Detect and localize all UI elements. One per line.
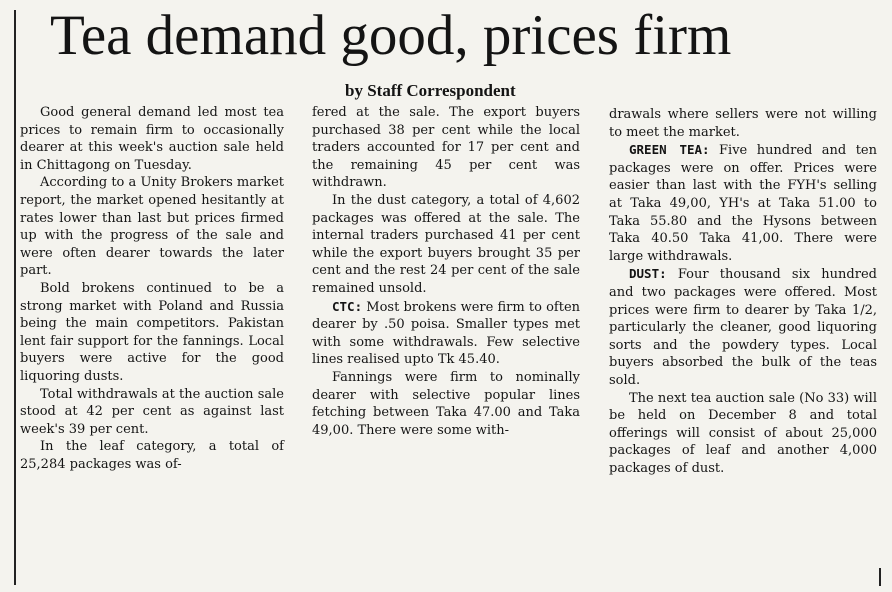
section-keyword-dust: DUST: — [629, 266, 667, 282]
right-edge-mark — [879, 568, 881, 586]
paragraph: According to a Unity Brokers market repo… — [20, 175, 284, 279]
paragraph: Good general demand led most tea prices … — [20, 105, 284, 173]
paragraph: Fannings were firm to nominally dearer w… — [312, 369, 580, 438]
paragraph: Bold brokens continued to be a strong ma… — [20, 280, 284, 384]
paragraph-text: Five hundred and ten packages were on of… — [609, 143, 877, 264]
section-keyword-green-tea: GREEN TEA: — [629, 142, 710, 158]
paragraph-dust: DUST: Four thousand six hundred and two … — [609, 265, 877, 389]
paragraph: In the dust category, a total of 4,602 p… — [312, 192, 580, 296]
headline: Tea demand good, prices firm — [50, 4, 732, 67]
paragraph-text: Most brokens were firm to often dearer b… — [312, 299, 581, 368]
section-keyword-ctc: CTC: — [332, 298, 363, 314]
paragraph: The next tea auction sale (No 33) will b… — [609, 390, 877, 476]
left-column-rule — [14, 10, 16, 585]
paragraph-green-tea: GREEN TEA: Five hundred and ten packages… — [609, 141, 877, 265]
paragraph-ctc: CTC: Most brokens were firm to often dea… — [312, 298, 580, 369]
paragraph-text: Four thousand six hundred and two packag… — [609, 267, 877, 388]
paragraph: fered at the sale. The export buyers pur… — [312, 105, 580, 191]
byline: by Staff Correspondent — [345, 81, 516, 100]
article-column-3: drawals where sellers were not willing t… — [609, 106, 877, 477]
paragraph: drawals where sellers were not willing t… — [609, 107, 877, 140]
paragraph: In the leaf category, a total of 25,284 … — [20, 439, 284, 472]
article-column-1: Good general demand led most tea prices … — [20, 104, 284, 473]
paragraph: Total withdrawals at the auction sale st… — [20, 386, 284, 437]
article-column-2: fered at the sale. The export buyers pur… — [312, 104, 580, 439]
